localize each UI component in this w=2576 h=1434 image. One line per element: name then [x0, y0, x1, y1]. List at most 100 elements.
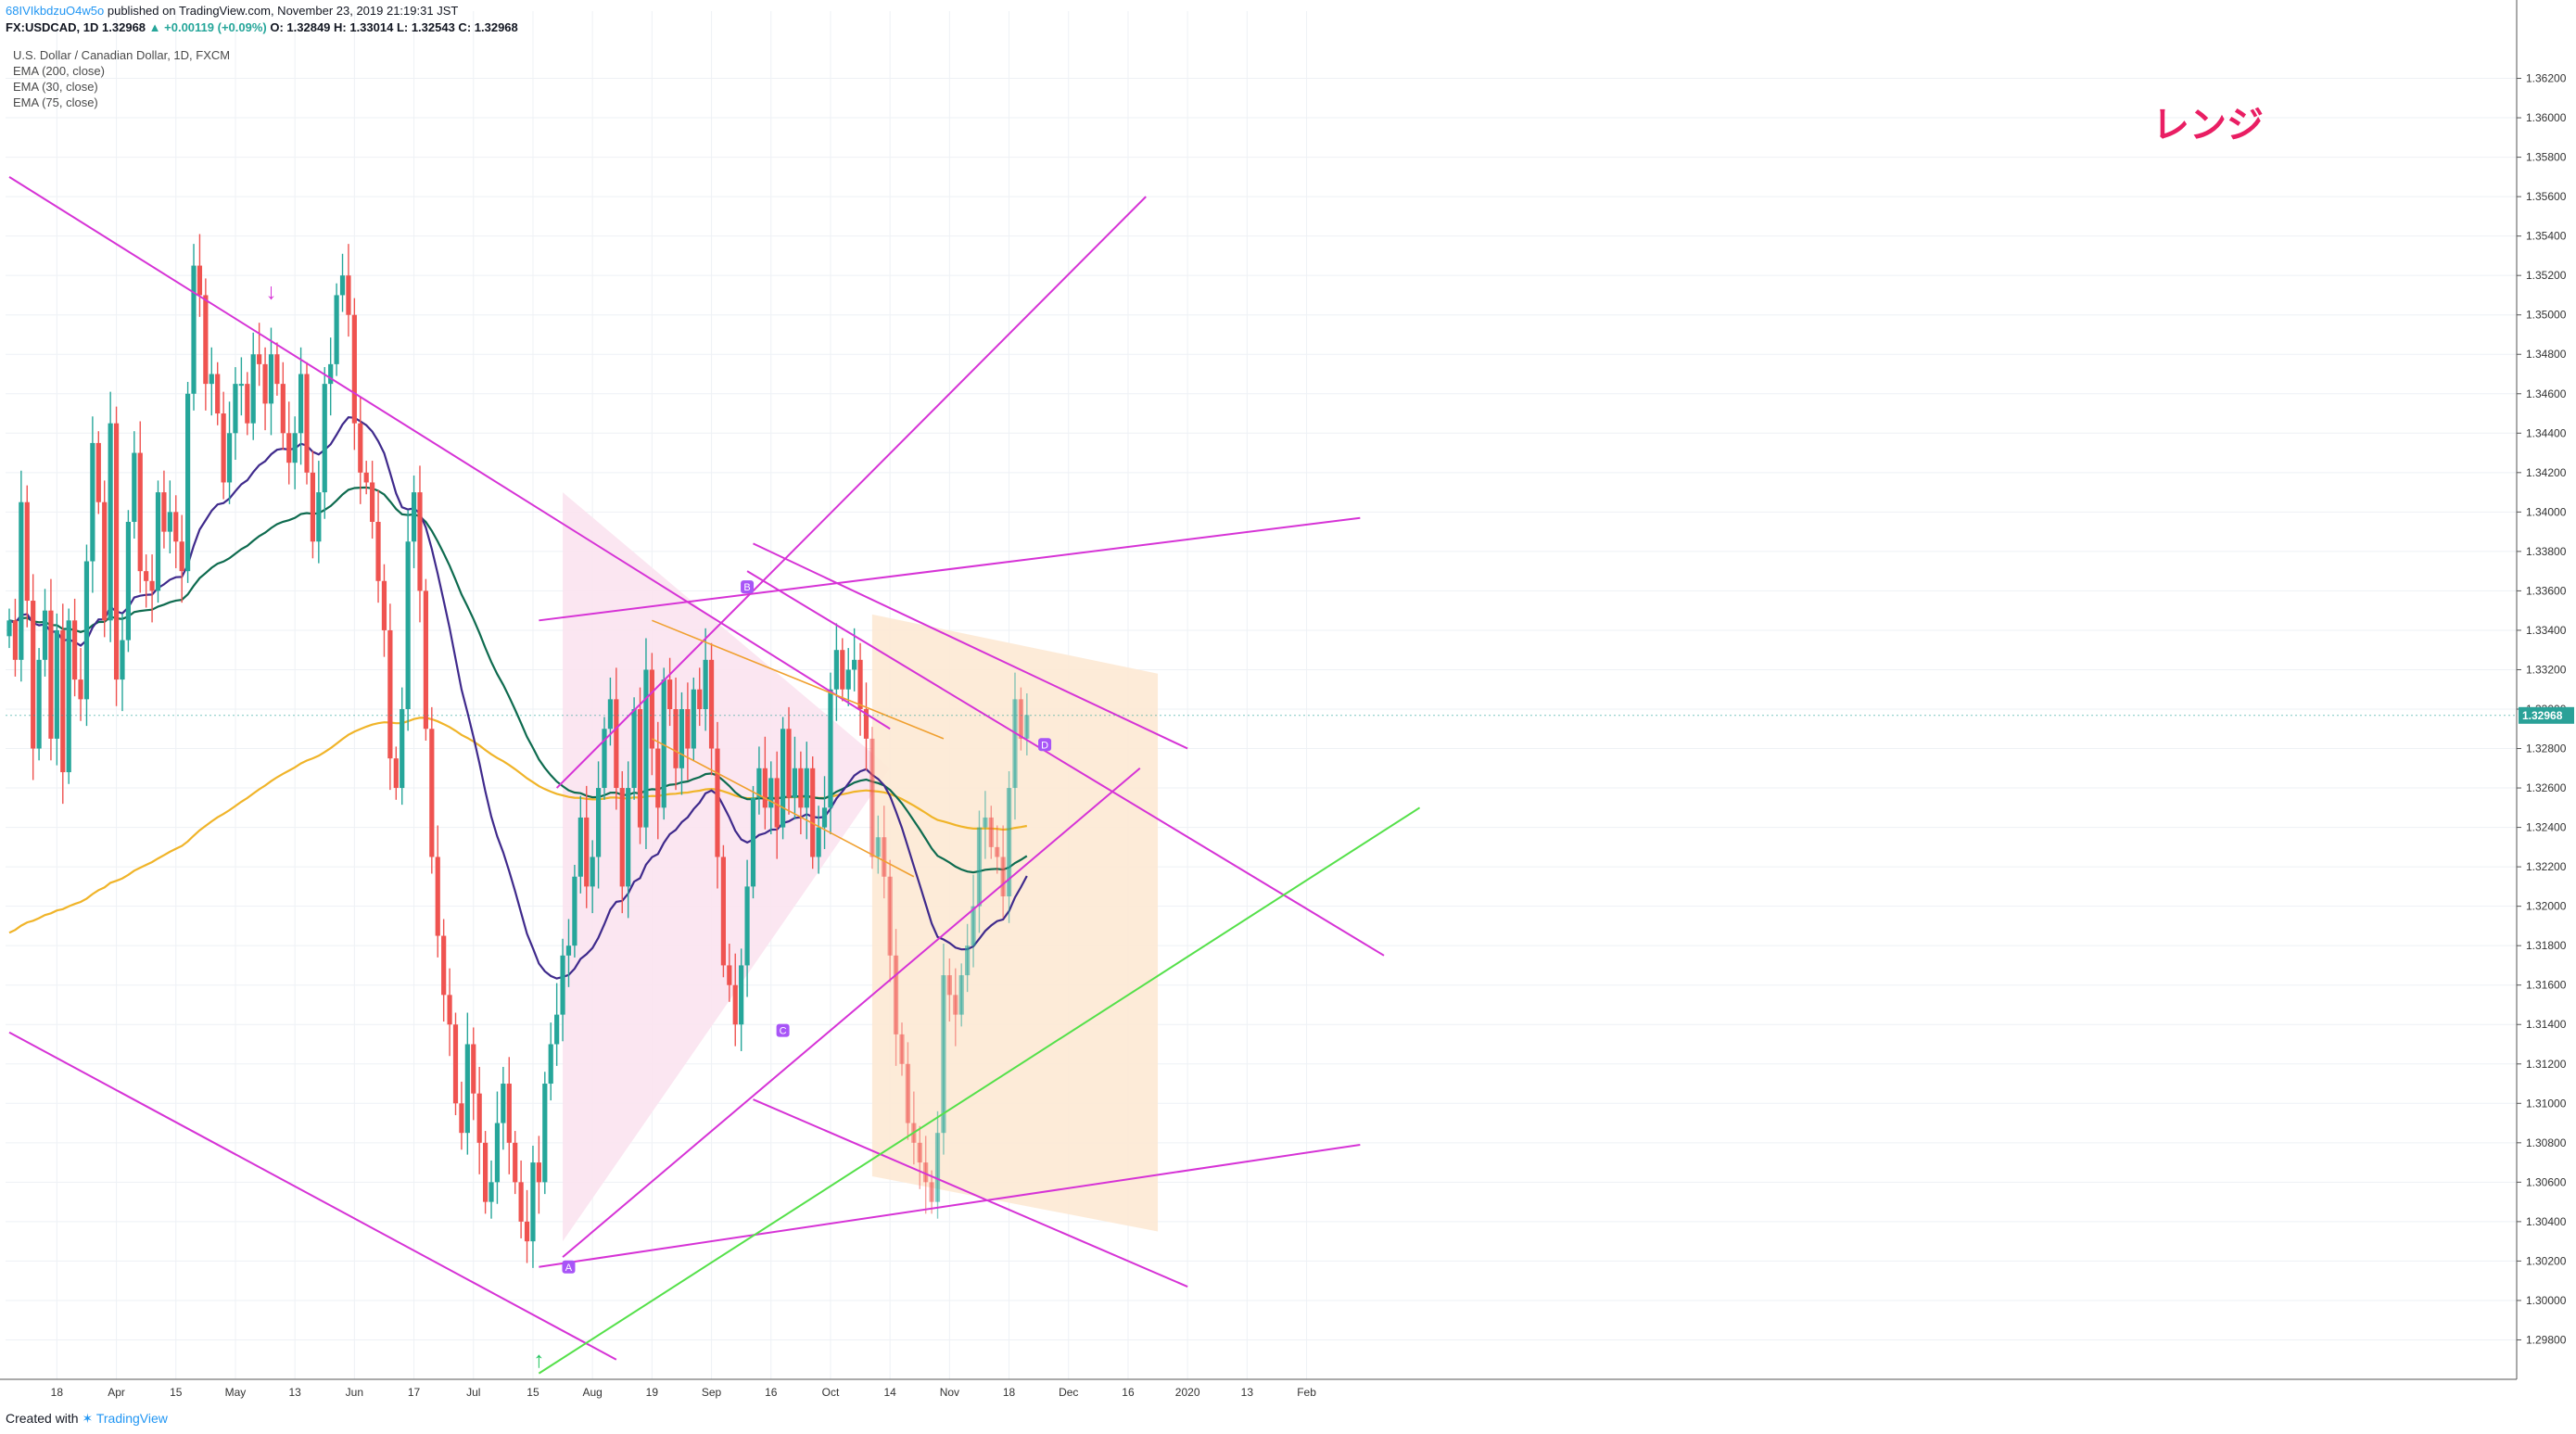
- candle-body: [250, 354, 256, 424]
- y-tick-label: 1.32200: [2526, 860, 2567, 873]
- trendline: [8, 176, 891, 730]
- candle-body: [845, 669, 851, 690]
- candle-body: [720, 857, 726, 966]
- candle-body: [238, 384, 244, 387]
- candle-body: [524, 1221, 530, 1242]
- last-price: 1.32968: [102, 20, 146, 34]
- candle-body: [983, 817, 988, 828]
- y-tick-label: 1.31800: [2526, 939, 2567, 952]
- candle-body: [816, 827, 821, 857]
- y-tick-label: 1.29800: [2526, 1333, 2567, 1346]
- y-tick-label: 1.31400: [2526, 1018, 2567, 1031]
- tradingview-logo-icon: ✶: [82, 1411, 94, 1426]
- candle-body: [24, 501, 30, 602]
- candle-body: [833, 650, 839, 690]
- candle-body: [363, 472, 369, 483]
- candle-body: [286, 433, 292, 463]
- y-tick-label: 1.34000: [2526, 505, 2567, 518]
- candle-body: [95, 442, 101, 502]
- candle-body: [1006, 788, 1012, 897]
- candle-body: [452, 1024, 459, 1104]
- pattern-point-label: A: [565, 1263, 573, 1274]
- ema-lines: [8, 416, 1028, 980]
- author-link[interactable]: 68IVIkbdzuO4w5o: [6, 4, 105, 18]
- y-tick-label: 1.32000: [2526, 900, 2567, 913]
- y-tick-label: 1.30000: [2526, 1294, 2567, 1307]
- candle-body: [768, 778, 774, 808]
- candle-body: [732, 984, 738, 1025]
- candle-body: [209, 374, 214, 385]
- candle-body: [185, 393, 191, 572]
- candle-body: [965, 945, 971, 976]
- ohlc-values: O: 1.32849 H: 1.33014 L: 1.32543 C: 1.32…: [270, 20, 518, 34]
- y-tick-label: 1.34600: [2526, 387, 2567, 400]
- candle-body: [739, 965, 744, 1025]
- candle-body: [506, 1084, 512, 1143]
- candle-body: [78, 679, 83, 700]
- candle-body: [792, 768, 798, 798]
- x-tick-label: 14: [883, 1386, 896, 1399]
- legend-ema30[interactable]: EMA (30, close): [13, 80, 98, 94]
- legend-ema75[interactable]: EMA (75, close): [13, 95, 98, 109]
- trendline: [753, 542, 1188, 750]
- candle-body: [83, 561, 90, 700]
- candle-body: [447, 995, 452, 1025]
- trendline: [753, 1098, 1188, 1288]
- candle-body: [893, 955, 899, 1034]
- candle-body: [304, 374, 310, 473]
- footer-prefix: Created with: [6, 1411, 79, 1426]
- candle-body: [697, 689, 703, 709]
- candle-body: [548, 1044, 553, 1085]
- x-tick-label: Nov: [940, 1386, 959, 1399]
- y-tick-label: 1.31600: [2526, 979, 2567, 992]
- candle-body: [602, 729, 607, 789]
- y-tick-label: 1.34400: [2526, 426, 2567, 439]
- candle-body: [429, 729, 435, 857]
- footer-brand[interactable]: TradingView: [95, 1411, 168, 1426]
- candle-body: [280, 384, 286, 434]
- candle-body: [565, 945, 572, 956]
- candle-body: [1018, 699, 1023, 739]
- candle-body: [501, 1084, 506, 1123]
- last-price-badge: [2519, 706, 2574, 724]
- axes: 1.36200 1.36000 1.35800 1.35600 1.35400 1.352…: [0, 0, 2574, 1399]
- x-tick-label: Feb: [1297, 1386, 1316, 1399]
- candle-body: [727, 965, 732, 985]
- x-tick-label: 17: [408, 1386, 421, 1399]
- candle-body: [471, 1044, 476, 1094]
- candle-body: [762, 768, 768, 808]
- pattern-point-marker: [776, 1023, 790, 1037]
- candle-body: [42, 610, 48, 660]
- candle-body: [703, 659, 708, 709]
- candle-body: [375, 521, 381, 581]
- x-tick-label: 13: [288, 1386, 301, 1399]
- candle-body: [387, 629, 393, 759]
- candle-body: [1000, 857, 1006, 897]
- candle-body: [958, 975, 964, 1015]
- x-tick-label: 18: [1003, 1386, 1016, 1399]
- candle-body: [1024, 715, 1030, 739]
- candle-body: [971, 906, 976, 946]
- candle-body: [875, 837, 881, 857]
- candle-body: [179, 541, 184, 572]
- range-annotation[interactable]: レンジ: [2152, 105, 2264, 146]
- candle-body: [31, 601, 36, 749]
- publish-info: 68IVIkbdzuO4w5o published on TradingView…: [6, 4, 458, 18]
- candle-body: [536, 1162, 541, 1183]
- candle-body: [54, 629, 59, 739]
- candle-body: [667, 679, 673, 709]
- y-tick-label: 1.31200: [2526, 1058, 2567, 1071]
- candle-body: [661, 679, 666, 808]
- candle-body: [48, 610, 54, 739]
- legend-ema200[interactable]: EMA (200, close): [13, 64, 105, 78]
- candle-body: [619, 788, 625, 887]
- candle-body: [626, 788, 631, 887]
- candle-body: [328, 363, 334, 385]
- x-tick-label: 16: [1122, 1386, 1135, 1399]
- candle-body: [590, 857, 595, 887]
- y-tick-label: 1.34200: [2526, 466, 2567, 479]
- candle-body: [72, 620, 78, 680]
- candle-body: [268, 354, 274, 404]
- candle-body: [292, 433, 298, 463]
